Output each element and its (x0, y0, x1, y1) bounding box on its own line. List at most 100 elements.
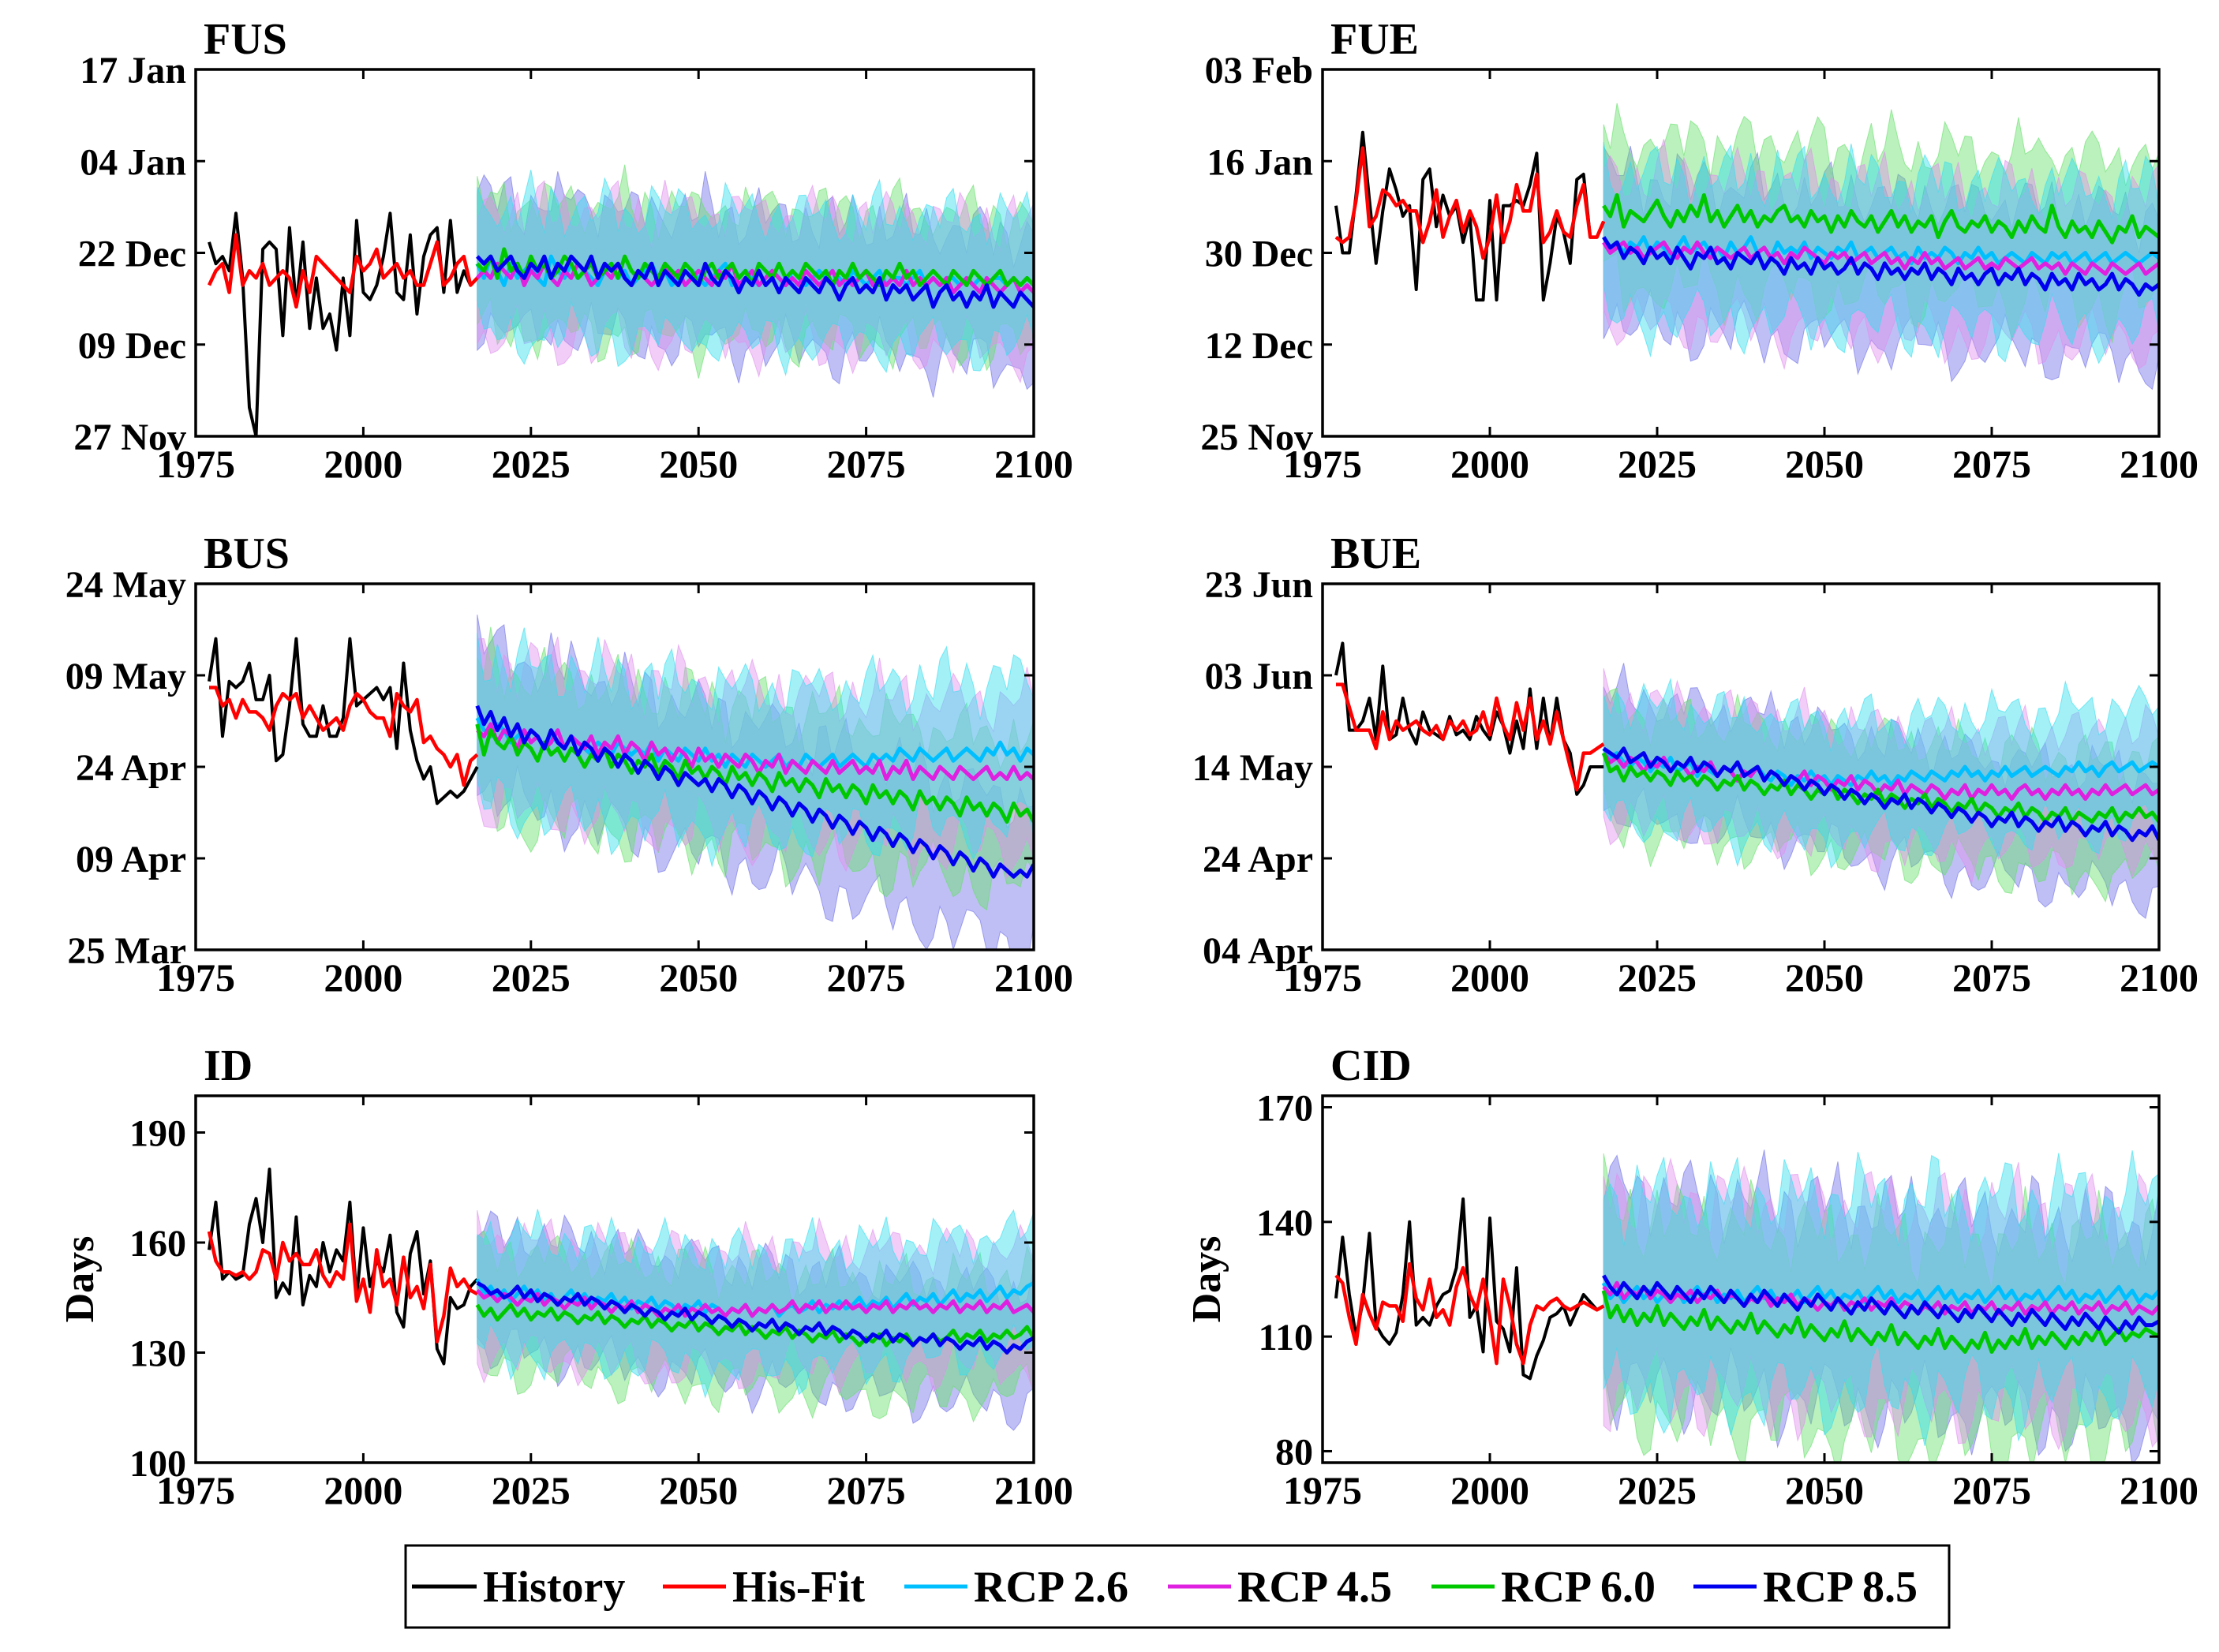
y-tick-label: 80 (1275, 1431, 1313, 1473)
series-rcp26 (1601, 1282, 2159, 1305)
y-axis-label: Days (58, 1236, 103, 1323)
y-tick-label: 160 (129, 1223, 186, 1265)
legend-item-rcp26: RCP 2.6 (904, 1563, 1128, 1612)
y-tick-label: 110 (1259, 1317, 1313, 1359)
y-tick-label: 03 Feb (1205, 50, 1313, 92)
x-tick-label: 2050 (1785, 1468, 1864, 1512)
series-history (208, 637, 479, 805)
y-tick-label: 14 May (1192, 747, 1313, 789)
y-tick-label: 22 Dec (78, 234, 186, 275)
y-tick-label: 04 Apr (1203, 930, 1313, 972)
legend-item-rcp45: RCP 4.5 (1168, 1563, 1392, 1612)
y-tick-label: 16 Jan (1207, 141, 1313, 183)
legend-item-history: History (412, 1563, 625, 1612)
y-tick-label: 100 (129, 1443, 186, 1485)
panel-fue: 1975 2000 2025 2050 2075 2100 25 Nov 12 Dec 30 D… (1200, 15, 2198, 486)
chart-title: FUS (204, 15, 287, 64)
x-tick-label: 2100 (994, 1468, 1073, 1512)
chart-title: CID (1330, 1041, 1412, 1090)
x-tick-label: 1975 (156, 442, 235, 486)
plot-area (207, 164, 1034, 436)
panel-bue: 1975 2000 2025 2050 2075 2100 04 Apr 24 Apr 14 M… (1192, 529, 2198, 1000)
legend-item-rcp60: RCP 6.0 (1431, 1563, 1656, 1612)
x-tick-label: 2050 (659, 1468, 738, 1512)
x-tick-label: 2000 (324, 1468, 402, 1512)
y-tick-label: 190 (129, 1113, 186, 1155)
y-tick-label: 12 Dec (1205, 325, 1313, 367)
series-rcp85 (475, 705, 1034, 879)
band-rcp26 (1603, 1150, 2159, 1446)
legend-item-rcp85: RCP 8.5 (1693, 1563, 1918, 1612)
band-rcp26 (477, 1209, 1034, 1399)
x-tick-label: 2100 (2120, 1468, 2198, 1512)
band-rcp45 (477, 1210, 1034, 1395)
band-rcp26 (1603, 142, 2159, 364)
x-tick-label: 2050 (1785, 955, 1864, 1000)
legend-item-his-fit: His-Fit (663, 1563, 865, 1612)
y-tick-label: 03 Jun (1205, 656, 1313, 697)
series-rcp85 (1602, 746, 2159, 843)
axes-box (194, 1094, 1035, 1464)
series-his-fit (209, 686, 479, 787)
x-tick-label: 2075 (827, 442, 906, 486)
x-tick-label: 2075 (1952, 955, 2031, 1000)
series-history (1334, 1197, 1605, 1381)
band-rcp60 (1603, 103, 2159, 344)
legend-label-his-fit: His-Fit (732, 1563, 865, 1612)
y-tick-label: 24 Apr (1203, 839, 1313, 880)
x-tick-label: 1975 (1283, 1468, 1362, 1512)
x-tick-label: 2025 (1618, 955, 1697, 1000)
x-tick-label: 1975 (156, 1468, 235, 1512)
x-tick-label: 2100 (994, 442, 1073, 486)
legend-label-rcp45: RCP 4.5 (1237, 1563, 1392, 1612)
x-tick-label: 2000 (1450, 442, 1529, 486)
series-his-fit (207, 1222, 478, 1344)
series-his-fit (1336, 682, 1605, 792)
plot-area (207, 1168, 1034, 1431)
x-tick-label: 2075 (1952, 442, 2031, 486)
legend: History His-Fit RCP 2.6 RCP 4.5 RCP 6.0 … (404, 1544, 1951, 1629)
series-rcp60 (475, 723, 1034, 824)
y-tick-label: 24 May (65, 564, 186, 606)
panel-fus: 1975 2000 2025 2050 2075 2100 27 Nov 09 Dec 22 D… (73, 15, 1073, 486)
series-rcp60 (1601, 752, 2159, 824)
series-rcp60 (1602, 192, 2159, 245)
y-tick-label: 09 Dec (78, 325, 186, 367)
series-rcp85 (1602, 1274, 2159, 1335)
x-tick-label: 1975 (1283, 442, 1362, 486)
axes-box (1321, 1094, 2161, 1464)
x-tick-label: 2025 (1618, 442, 1697, 486)
x-tick-label: 2075 (827, 1468, 906, 1512)
x-tick-label: 2100 (2120, 442, 2198, 486)
series-his-fit (1334, 146, 1606, 260)
y-tick-label: 23 Jun (1205, 564, 1313, 606)
chart-title: BUE (1330, 529, 1421, 578)
x-tick-label: 2100 (2120, 955, 2198, 1000)
x-tick-label: 1975 (1283, 955, 1362, 1000)
plot-area (1334, 103, 2159, 391)
x-tick-label: 2000 (324, 442, 402, 486)
x-tick-label: 2075 (1952, 1468, 2031, 1512)
chart-title: ID (204, 1041, 253, 1090)
series-rcp85 (475, 254, 1034, 309)
legend-label-rcp26: RCP 2.6 (974, 1563, 1128, 1612)
series-history (1334, 641, 1604, 796)
panel-bus: 1975 2000 2025 2050 2075 2100 25 Mar 09 Apr 24 A… (65, 529, 1073, 1000)
legend-label-history: History (483, 1563, 625, 1612)
x-tick-label: 2100 (994, 955, 1073, 1000)
series-rcp85 (1602, 236, 2159, 297)
band-rcp26 (477, 627, 1034, 868)
x-tick-label: 2025 (1618, 1468, 1697, 1512)
x-tick-label: 2075 (827, 955, 906, 1000)
y-tick-label: 25 Nov (1200, 417, 1313, 458)
x-tick-label: 2000 (324, 955, 402, 1000)
plot-area (1334, 641, 2159, 919)
panels: 1975 2000 2025 2050 2075 2100 27 Nov 09 Dec 22 D… (58, 15, 2198, 1512)
x-tick-label: 2050 (659, 442, 738, 486)
series-his-fit (1334, 1261, 1605, 1366)
chart-title: BUS (204, 529, 290, 578)
panel-id: 1975 2000 2025 2050 2075 2100 100 130 160 190 ID Da… (58, 1041, 1073, 1512)
series-rcp26 (1602, 747, 2159, 787)
y-tick-label: 09 May (65, 656, 186, 697)
y-tick-label: 170 (1256, 1088, 1313, 1130)
